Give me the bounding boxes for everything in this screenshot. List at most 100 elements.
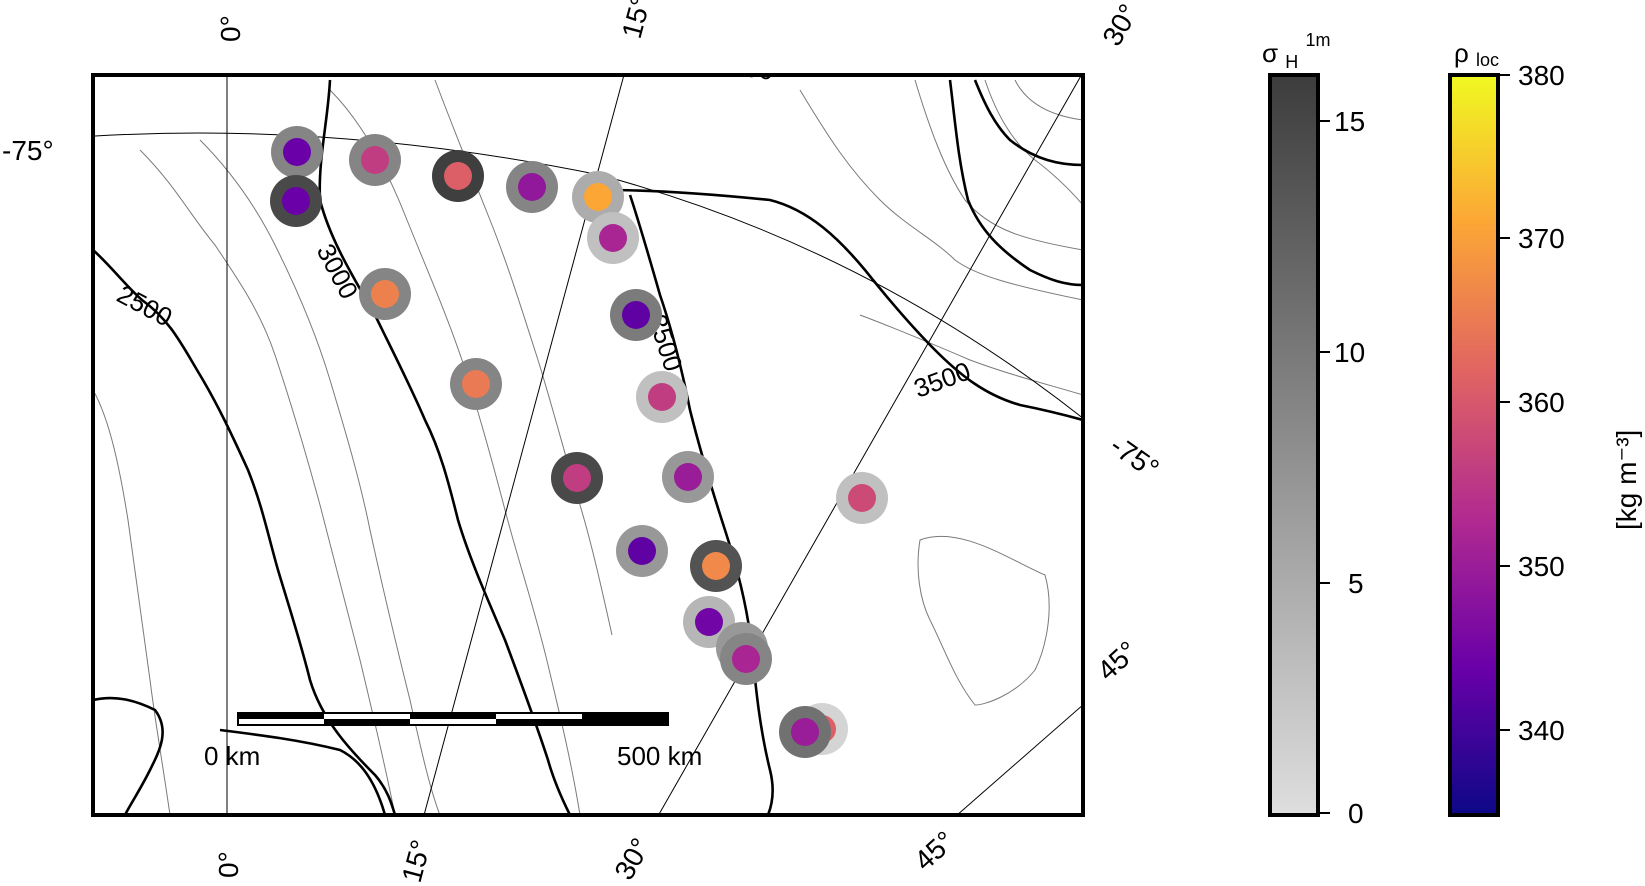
density-tick-label: 360: [1518, 387, 1565, 418]
sigma-colorbar: σ H 1m 0 5 10 15: [1262, 30, 1365, 829]
meridian-30: [657, 75, 1083, 815]
site-marker: [359, 268, 411, 320]
density-tick-label: 370: [1518, 223, 1565, 254]
density-title-sub: loc: [1476, 50, 1499, 70]
contour-label: 3000: [714, 48, 775, 86]
sigma-ticks: [1318, 120, 1330, 814]
site-density-dot: [563, 464, 591, 492]
meridian-label-bottom: 15°: [396, 837, 437, 886]
site-density-dot: [283, 138, 311, 166]
meridian-label-top: 15°: [616, 0, 657, 42]
contour-label: 3500: [910, 356, 975, 404]
thin-contour: [859, 314, 1083, 396]
parallel-label-right: -75°: [1105, 430, 1165, 485]
sigma-tick-label: 5: [1348, 568, 1364, 599]
density-colorbar-title: ρ loc: [1454, 38, 1499, 70]
scale-bar-segment: [496, 719, 582, 725]
sigma-colorbar-ramp: [1268, 73, 1320, 817]
site-density-dot: [584, 183, 612, 211]
scale-bar-end-label: 500 km: [617, 741, 702, 771]
density-unit-label: [kg m⁻³]: [1611, 430, 1642, 530]
thin-contour: [917, 535, 1050, 706]
thin-contour: [329, 89, 581, 815]
site-marker: [349, 134, 401, 186]
scale-bar-segment: [238, 713, 324, 719]
density-colorbar-ramp: [1448, 73, 1500, 817]
site-density-dot: [361, 146, 389, 174]
density-ticks: [1498, 74, 1510, 731]
contour-line: [628, 194, 774, 815]
site-density-dot: [622, 301, 650, 329]
site-density-dot: [674, 463, 702, 491]
contour-line: [219, 728, 387, 815]
site-density-dot: [695, 608, 723, 636]
site-density-dot: [628, 537, 656, 565]
site-marker: [720, 633, 772, 685]
density-tick-label: 340: [1518, 715, 1565, 746]
contour-line: [93, 249, 397, 815]
density-tick-label: 380: [1518, 60, 1565, 91]
parallel-label-left: -75°: [2, 135, 54, 166]
site-marker: [450, 358, 502, 410]
site-density-dot: [848, 484, 876, 512]
site-marker: [616, 525, 668, 577]
site-density-dot: [702, 552, 730, 580]
contour-line: [604, 188, 1083, 422]
meridian-label-bottom: 30°: [608, 833, 656, 885]
site-marker: [836, 472, 888, 524]
scale-bar-segment: [410, 713, 496, 719]
site-marker: [432, 150, 484, 202]
site-density-dot: [599, 224, 627, 252]
thin-contour: [984, 79, 1083, 206]
contour-label: 3000: [311, 239, 365, 304]
site-marker: [610, 289, 662, 341]
site-density-dot: [791, 718, 819, 746]
sigma-title-sub: H: [1285, 52, 1298, 72]
site-density-dot: [518, 173, 546, 201]
sigma-tick-label: 15: [1334, 106, 1365, 137]
contour-line: [948, 79, 1083, 287]
contour-line: [973, 79, 1083, 167]
site-marker: [690, 540, 742, 592]
scale-bar-segment: [324, 719, 410, 725]
site-density-dot: [371, 280, 399, 308]
meridian-label-bottom: 0°: [213, 851, 244, 878]
site-density-dot: [462, 370, 490, 398]
site-marker: [587, 212, 639, 264]
map-panel: 2500 3000 3000 3500 3500 0 km 500 km: [93, 48, 1083, 815]
thin-contour: [199, 139, 441, 815]
sigma-colorbar-title: σ H 1m: [1262, 30, 1331, 74]
meridian-label-right: 45°: [1091, 635, 1143, 686]
thin-contour: [93, 389, 171, 815]
scale-bar-start-label: 0 km: [204, 741, 260, 771]
sigma-tick-label: 0: [1348, 798, 1364, 829]
scale-bar: 0 km 500 km: [204, 712, 702, 771]
site-density-dot: [732, 645, 760, 673]
sigma-title-sup: 1m: [1306, 30, 1331, 50]
thin-contour: [1014, 79, 1083, 121]
thin-contour: [139, 149, 396, 815]
density-tick-label: 350: [1518, 551, 1565, 582]
site-density-dot: [282, 187, 310, 215]
site-marker: [572, 171, 624, 223]
map-frame: [91, 73, 1085, 817]
thin-contour: [914, 79, 1083, 251]
site-density-dot: [444, 162, 472, 190]
site-marker: [779, 706, 831, 758]
meridian-45: [956, 704, 1083, 815]
contour-line: [93, 696, 164, 815]
density-title-main: ρ: [1454, 38, 1469, 68]
sigma-title-main: σ: [1262, 38, 1278, 68]
meridian-label-top: 0°: [215, 15, 246, 42]
density-colorbar: ρ loc 340 350 360 370 380 [kg m⁻³]: [1448, 38, 1642, 817]
site-marker: [270, 175, 322, 227]
site-marker: [506, 161, 558, 213]
scale-bar-segment: [582, 713, 668, 725]
site-marker: [271, 126, 323, 178]
site-density-dot: [648, 383, 676, 411]
site-marker: [551, 452, 603, 504]
site-markers: [270, 126, 888, 758]
sigma-tick-label: 10: [1334, 337, 1365, 368]
site-marker: [662, 451, 714, 503]
